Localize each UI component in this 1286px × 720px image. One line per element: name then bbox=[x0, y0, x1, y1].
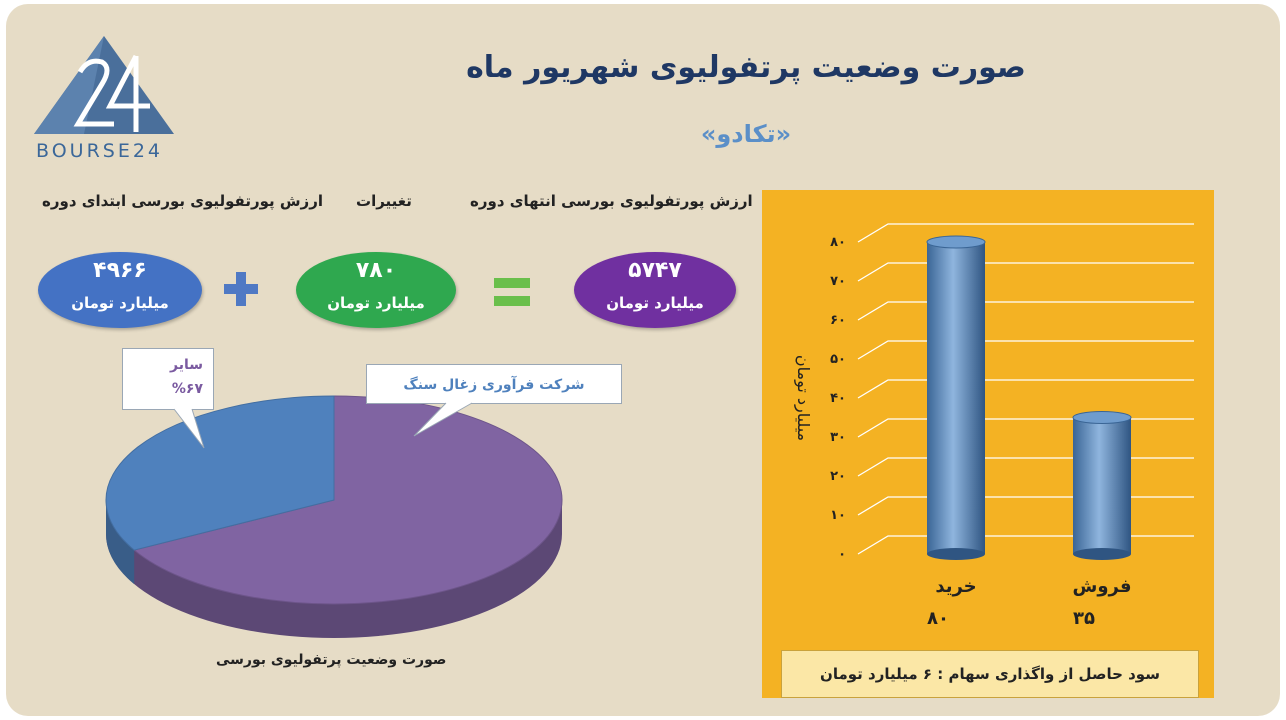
gridline bbox=[857, 535, 1194, 555]
page-subtitle: «تکادو» bbox=[700, 120, 792, 148]
end-value-oval: ۵۷۴۷ میلیارد تومان bbox=[574, 252, 736, 328]
other-callout: سایر %۶۷ bbox=[122, 348, 214, 410]
y-tick-label: ۱۰ bbox=[830, 508, 846, 523]
coal-callout-label: شرکت فرآوری زغال سنگ bbox=[403, 377, 585, 393]
bar bbox=[1073, 417, 1131, 554]
gridline bbox=[857, 262, 1194, 282]
y-tick-label: ۶۰ bbox=[830, 313, 846, 328]
start-value: ۴۹۶۶ bbox=[93, 258, 147, 283]
pie-chart-title: صورت وضعیت پرتفولیوی بورسی bbox=[216, 652, 447, 668]
other-callout-label: سایر bbox=[170, 357, 203, 373]
y-tick-label: ۷۰ bbox=[830, 274, 846, 289]
pie-side bbox=[106, 500, 562, 638]
infographic-card: BOURSE24 صورت وضعیت پرتفولیوی شهریور ماه… bbox=[6, 4, 1280, 716]
change-unit: میلیارد تومان bbox=[327, 294, 425, 312]
start-value-label: ارزش پورتفولیوی بورسی ابتدای دوره bbox=[42, 192, 323, 210]
bar-cap bbox=[1072, 411, 1132, 424]
gridline bbox=[857, 496, 1194, 516]
trade-bar-chart: ۰ ۱۰ ۲۰ ۳۰ ۴۰ ۵۰ ۶۰ ۷۰ ۸۰ میلیارد تومان خرید ۸۰ فروش… bbox=[793, 223, 1194, 629]
bar-base bbox=[927, 548, 985, 560]
plus-icon bbox=[224, 272, 258, 306]
y-tick-label: ۳۰ bbox=[830, 430, 846, 445]
logo-text: BOURSE24 bbox=[36, 140, 164, 162]
equals-icon bbox=[494, 278, 530, 308]
start-value-oval: ۴۹۶۶ میلیارد تومان bbox=[38, 252, 202, 328]
gridline bbox=[857, 379, 1194, 399]
y-tick-label: ۰ bbox=[838, 547, 846, 562]
page-title: صورت وضعیت پرتفولیوی شهریور ماه bbox=[466, 50, 1026, 85]
bourse24-logo bbox=[34, 36, 174, 134]
bar-value-label: ۳۵ bbox=[1073, 608, 1095, 629]
pie-slice bbox=[105, 395, 335, 551]
gridline bbox=[857, 457, 1194, 477]
y-axis-label: میلیارد تومان bbox=[793, 355, 813, 441]
gridline bbox=[857, 340, 1194, 360]
bar-chart-panel: ۰ ۱۰ ۲۰ ۳۰ ۴۰ ۵۰ ۶۰ ۷۰ ۸۰ میلیارد تومان خرید ۸۰ فروش… bbox=[762, 190, 1214, 698]
bar-value-label: ۸۰ bbox=[927, 608, 949, 629]
change-value-oval: ۷۸۰ میلیارد تومان bbox=[296, 252, 456, 328]
pie-slice-side bbox=[106, 500, 135, 585]
y-tick-label: ۵۰ bbox=[830, 352, 846, 367]
y-tick-label: ۲۰ bbox=[830, 469, 846, 484]
end-value: ۵۷۴۷ bbox=[628, 258, 682, 283]
change-label: تغییرات bbox=[356, 192, 412, 210]
end-unit: میلیارد تومان bbox=[606, 294, 704, 312]
x-category-label: فروش bbox=[1072, 576, 1131, 597]
x-category-label: خرید bbox=[935, 576, 976, 597]
bar-cap bbox=[926, 235, 986, 249]
gridline bbox=[857, 301, 1194, 321]
gridline bbox=[857, 223, 1194, 243]
bar bbox=[927, 242, 985, 554]
other-callout-value: %۶۷ bbox=[171, 381, 203, 397]
change-value: ۷۸۰ bbox=[355, 258, 397, 283]
y-tick-label: ۴۰ bbox=[830, 391, 846, 406]
gridline bbox=[857, 418, 1194, 438]
y-tick-label: ۸۰ bbox=[830, 235, 846, 250]
start-unit: میلیارد تومان bbox=[71, 294, 169, 312]
bar-base bbox=[1073, 548, 1131, 560]
profit-summary: سود حاصل از واگذاری سهام : ۶ میلیارد توم… bbox=[781, 650, 1199, 698]
end-value-label: ارزش پورتفولیوی بورسی انتهای دوره bbox=[470, 192, 753, 210]
coal-callout: شرکت فرآوری زغال سنگ bbox=[366, 364, 622, 404]
